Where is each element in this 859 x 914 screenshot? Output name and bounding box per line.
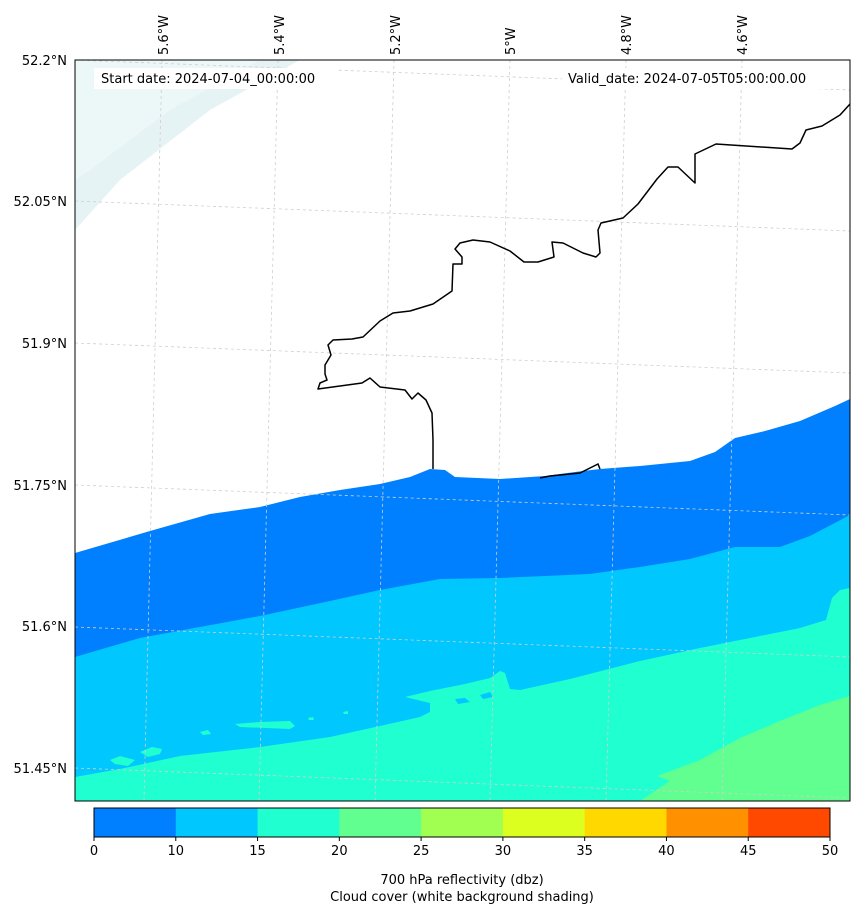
map-content — [75, 60, 850, 801]
lat-label: 52.05°N — [14, 195, 67, 210]
valid-date-label: Valid_date: 2024-07-05T05:00:00.00 — [568, 72, 806, 87]
lon-label: 5.4°W — [273, 15, 288, 55]
reflectivity-cell — [308, 717, 314, 720]
lon-label: 4.6°W — [736, 15, 751, 55]
reflectivity-band-20-25 — [640, 696, 850, 801]
colorbar-segment — [502, 808, 586, 837]
colorbar-tick-label: 15 — [249, 844, 266, 859]
colorbar-tick-label: 45 — [740, 844, 757, 859]
cloud-cover-shading-light — [75, 60, 260, 180]
colorbar-tick-label: 20 — [331, 844, 348, 859]
lat-label: 52.2°N — [22, 54, 67, 69]
valid-date-box — [562, 68, 830, 89]
longitude-labels: 5.6°W 5.4°W 5.2°W 5°W 4.8°W 4.6°W — [157, 15, 751, 55]
colorbar-segment — [175, 808, 259, 837]
reflectivity-cell — [480, 692, 493, 699]
lon-label: 4.8°W — [620, 15, 635, 55]
reflectivity-band-15-20 — [75, 588, 850, 801]
colorbar-segment — [666, 808, 749, 837]
colorbar-tick-label: 25 — [413, 844, 430, 859]
lon-label: 5.2°W — [389, 15, 404, 55]
coastline-island — [539, 462, 601, 479]
reflectivity-cell — [110, 756, 135, 766]
reflectivity-cell — [200, 730, 211, 735]
colorbar-tick-label: 50 — [822, 844, 839, 859]
colorbar-tick-label: 40 — [658, 844, 675, 859]
colorbar-label-line2: Cloud cover (white background shading) — [330, 890, 594, 905]
colorbar-tick-label: 35 — [576, 844, 593, 859]
lon-label: 5°W — [504, 27, 519, 55]
start-date-label: Start date: 2024-07-04_00:00:00 — [101, 72, 315, 87]
colorbar-tick-label: 30 — [495, 844, 512, 859]
colorbar: 0 10 15 20 25 30 35 40 45 50 — [90, 807, 839, 859]
colorbar-segment — [584, 808, 667, 837]
map-frame — [74, 59, 851, 802]
reflectivity-cell — [140, 747, 162, 757]
colorbar-frame — [93, 807, 831, 838]
lat-label: 51.45°N — [14, 762, 67, 777]
lat-label: 51.75°N — [14, 479, 67, 494]
reflectivity-cell — [343, 711, 348, 714]
colorbar-label-line1: 700 hPa reflectivity (dbz) — [380, 873, 543, 888]
colorbar-segment — [94, 808, 177, 837]
start-date-box — [94, 68, 336, 89]
reflectivity-cell — [235, 721, 295, 729]
reflectivity-cell — [455, 698, 470, 704]
colorbar-segment — [421, 808, 504, 837]
colorbar-tick-label: 0 — [90, 844, 98, 859]
coastline — [317, 103, 850, 469]
lat-label: 51.9°N — [22, 337, 67, 352]
colorbar-tick-label: 10 — [168, 844, 185, 859]
colorbar-segment — [748, 808, 831, 837]
colorbar-segment — [257, 808, 340, 837]
lat-label: 51.6°N — [22, 620, 67, 635]
lon-label: 5.6°W — [157, 15, 172, 55]
latitude-labels: 52.2°N 52.05°N 51.9°N 51.75°N 51.6°N 51.… — [14, 54, 67, 777]
colorbar-segment — [339, 808, 422, 837]
